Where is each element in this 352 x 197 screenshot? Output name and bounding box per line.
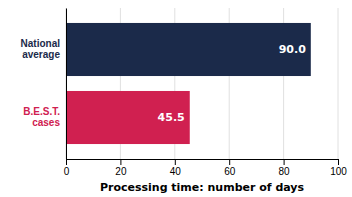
y-tick-label: Nationalaverage [21, 38, 61, 60]
x-tick: 20 [115, 159, 127, 177]
bar [66, 23, 311, 76]
bars [66, 23, 311, 144]
y-tick: Nationalaverage [21, 38, 66, 60]
y-axis-line [66, 9, 67, 160]
x-axis: 0 20 40 60 80 100 [64, 159, 348, 177]
x-tick: 100 [330, 159, 347, 177]
plot: 0 20 40 60 80 100 Nationalaverage B.E.S.T.cases… [21, 8, 348, 194]
x-tick-mark [175, 159, 176, 165]
y-tick-label: B.E.S.T.cases [23, 106, 60, 128]
x-tick-label: 100 [330, 166, 347, 177]
grid [66, 8, 338, 159]
x-tick: 60 [224, 159, 236, 177]
bar [66, 91, 190, 144]
x-tick: 0 [64, 159, 70, 177]
x-axis-title: Processing time: number of days [100, 181, 305, 194]
y-axis: Nationalaverage B.E.S.T.cases [21, 9, 67, 160]
x-tick-mark [338, 159, 339, 165]
x-tick-label: 60 [224, 166, 236, 177]
x-tick-mark [120, 159, 121, 165]
x-tick-mark [284, 159, 285, 165]
x-tick-mark [66, 159, 67, 165]
grid-line [338, 8, 339, 159]
x-tick: 40 [170, 159, 182, 177]
data-label: 45.5 [158, 111, 185, 124]
grid-line [66, 8, 67, 159]
x-tick-label: 80 [279, 166, 291, 177]
x-tick-label: 40 [170, 166, 182, 177]
x-tick-mark [229, 159, 230, 165]
x-tick: 80 [279, 159, 291, 177]
y-tick: B.E.S.T.cases [23, 106, 66, 128]
data-label: 90.0 [279, 43, 306, 56]
x-tick-label: 20 [115, 166, 127, 177]
x-axis-line [67, 160, 339, 166]
data-labels: 90.0 45.5 [158, 43, 307, 124]
chart: 0 20 40 60 80 100 Nationalaverage B.E.S.T.cases… [0, 0, 352, 197]
x-tick-label: 0 [64, 166, 70, 177]
